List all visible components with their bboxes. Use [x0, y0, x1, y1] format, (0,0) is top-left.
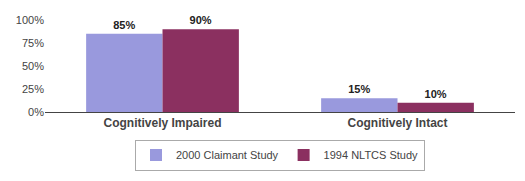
svg-text:10%: 10%	[425, 88, 447, 100]
svg-text:Cognitively Intact: Cognitively Intact	[347, 116, 447, 130]
svg-text:75%: 75%	[22, 37, 44, 49]
svg-text:25%: 25%	[22, 83, 44, 95]
svg-text:0%: 0%	[28, 106, 44, 118]
svg-text:1994 NLTCS Study: 1994 NLTCS Study	[324, 149, 418, 161]
svg-text:85%: 85%	[113, 19, 135, 31]
svg-text:90%: 90%	[190, 14, 212, 26]
svg-text:100%: 100%	[16, 14, 44, 26]
svg-text:50%: 50%	[22, 60, 44, 72]
svg-text:Cognitively Impaired: Cognitively Impaired	[103, 116, 221, 130]
svg-text:15%: 15%	[348, 83, 370, 95]
svg-text:2000 Claimant Study: 2000 Claimant Study	[176, 149, 279, 161]
